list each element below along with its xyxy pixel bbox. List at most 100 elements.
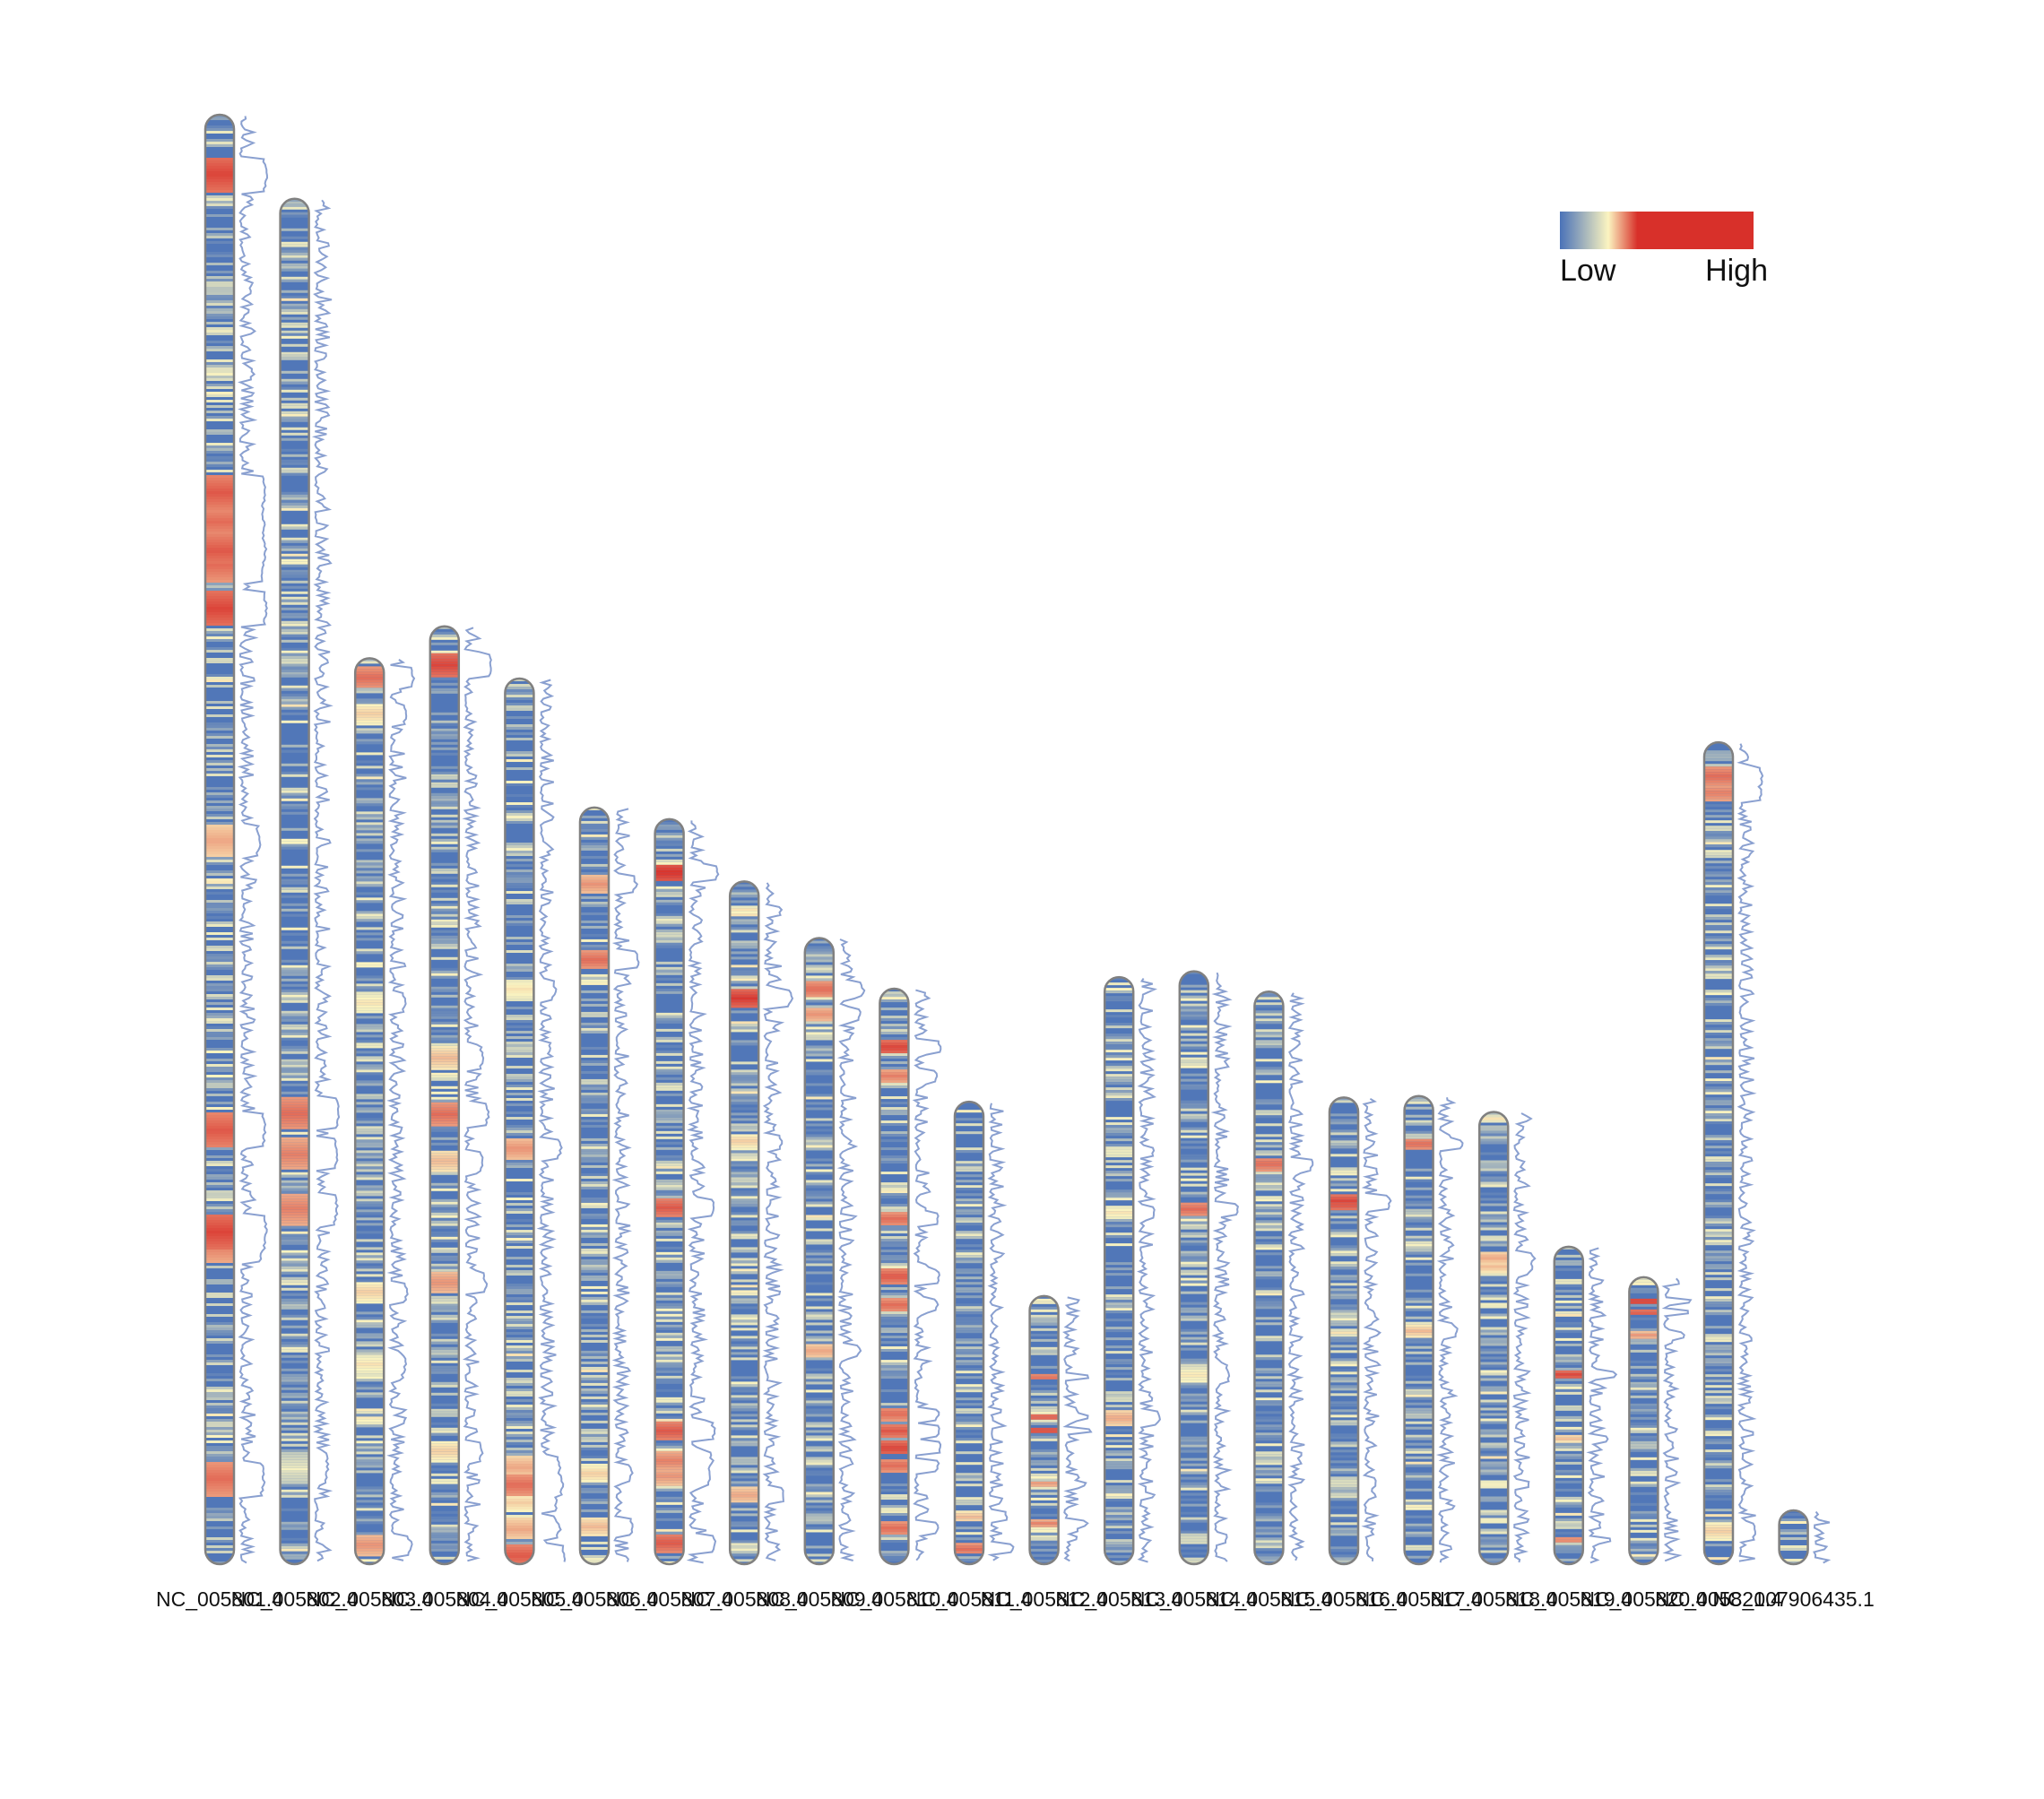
density-bin [429, 712, 459, 715]
density-bin [879, 1424, 909, 1428]
density-bin [205, 523, 234, 526]
density-bin [1404, 1321, 1433, 1325]
density-bin [429, 650, 459, 653]
density-bin [429, 1172, 459, 1175]
density-bin [580, 1197, 609, 1200]
density-bin [1179, 1328, 1208, 1332]
density-bin [1554, 1294, 1583, 1298]
density-bin [205, 1540, 234, 1543]
density-bin [280, 389, 309, 393]
density-bin [205, 1451, 234, 1454]
density-bin [205, 1029, 234, 1032]
density-bin [1704, 774, 1733, 778]
density-bin [1104, 1531, 1134, 1535]
density-bin [1704, 1237, 1733, 1241]
density-bin [1704, 850, 1733, 853]
density-bin [1254, 1198, 1284, 1202]
density-bin [879, 1032, 909, 1035]
density-bin [429, 1091, 459, 1094]
density-bin [654, 942, 684, 946]
density-bin [879, 1505, 909, 1509]
density-bin [205, 827, 234, 830]
density-bin [654, 1111, 684, 1115]
density-bin [654, 1039, 684, 1042]
density-bin [280, 1414, 309, 1417]
density-bin [355, 1470, 385, 1474]
density-bin [205, 1279, 234, 1282]
density-bin [654, 1157, 684, 1161]
density-bin [580, 1148, 609, 1152]
density-bin [580, 1081, 609, 1085]
density-bin [879, 1268, 909, 1272]
density-bin [505, 1130, 534, 1134]
density-bin [580, 1234, 609, 1238]
density-bin [879, 1446, 909, 1449]
density-bin [280, 311, 309, 315]
density-bin [804, 1435, 834, 1439]
density-bin [1704, 1509, 1733, 1512]
density-bin [1029, 1392, 1059, 1396]
chromosome-11 [953, 1100, 1015, 1566]
density-bin [429, 1537, 459, 1541]
density-bin [955, 1110, 983, 1113]
density-bin [505, 703, 534, 706]
density-bin [804, 1559, 834, 1562]
density-bin [505, 1499, 534, 1502]
density-bin [280, 997, 309, 1000]
density-bin [205, 1475, 234, 1478]
density-bin [1179, 1498, 1208, 1501]
density-bin [879, 1403, 909, 1406]
density-bin [580, 1530, 609, 1534]
density-bin [1629, 1317, 1659, 1320]
density-bin [429, 921, 459, 925]
density-bin [730, 1462, 759, 1466]
density-bin [730, 1483, 759, 1487]
density-bin [205, 1016, 234, 1018]
density-bin [429, 1314, 459, 1318]
density-bin [879, 1349, 909, 1353]
density-bin [1479, 1257, 1509, 1260]
density-bin [1629, 1424, 1659, 1428]
density-bins [1704, 750, 1733, 1561]
density-bin [804, 1201, 834, 1205]
density-bin [205, 368, 234, 370]
density-bin [1704, 1277, 1733, 1281]
density-bin [1554, 1310, 1583, 1314]
density-bin [1554, 1480, 1583, 1483]
density-bin [205, 1193, 234, 1196]
density-bin [1404, 1122, 1433, 1126]
density-bin [205, 459, 234, 462]
density-bin [1104, 1079, 1134, 1083]
density-bin [1179, 1557, 1208, 1561]
density-bin [205, 359, 234, 362]
density-bin [955, 1473, 983, 1476]
density-bin [654, 1378, 684, 1381]
density-bin [280, 1465, 309, 1468]
density-bin [1254, 1072, 1284, 1076]
density-bin [879, 1293, 909, 1296]
density-bin [730, 892, 759, 895]
density-bin [580, 1299, 609, 1302]
density-bin [1254, 1357, 1284, 1361]
density-bin [1029, 1462, 1059, 1466]
density-bin [580, 823, 609, 826]
density-bin [654, 1254, 684, 1258]
density-bin [429, 1016, 459, 1019]
density-bin [429, 655, 459, 659]
density-bin [1479, 1203, 1509, 1207]
density-bin [1404, 1356, 1433, 1360]
density-bin [1179, 1277, 1208, 1281]
density-bin [1479, 1391, 1509, 1395]
density-bin [1254, 1516, 1284, 1519]
density-bin [280, 1061, 309, 1065]
density-bin [280, 467, 309, 471]
density-bin [205, 1182, 234, 1185]
density-bin [280, 1553, 309, 1557]
density-bin [205, 580, 234, 583]
density-bin [1104, 1445, 1134, 1449]
density-bin [804, 1397, 834, 1401]
density-bin [1629, 1287, 1659, 1291]
chromosome-outline [803, 937, 836, 1566]
density-bin [505, 848, 534, 852]
density-bin [1479, 1343, 1509, 1346]
